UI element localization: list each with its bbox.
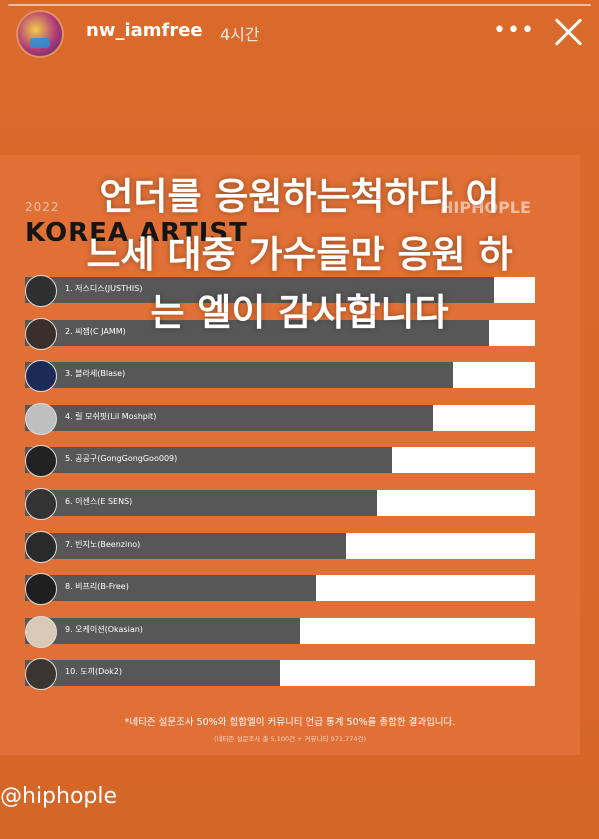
avatar[interactable] xyxy=(18,12,62,56)
artist-avatar xyxy=(25,573,57,606)
brand-logo: HIPHOPLE xyxy=(440,198,531,217)
story-header: nw_iamfree 4시간 ••• xyxy=(0,0,599,64)
bar-label: 2. 씨잼(C JAMM) xyxy=(65,326,126,336)
bar-label: 5. 공공구(GongGongGoo009) xyxy=(65,454,178,464)
bar-fill xyxy=(25,575,316,602)
chart-bar: 9. 오케이션(Okasian) xyxy=(25,615,535,648)
overlay-line: 는 엘이 감사합니다 xyxy=(150,291,449,334)
artist-avatar xyxy=(25,658,57,691)
bar-fill xyxy=(25,660,280,687)
bar-fill xyxy=(25,447,393,474)
chart-bar: 6. 이센스(E SENS) xyxy=(25,488,535,520)
bar-label: 8. 비프리(B-Free) xyxy=(65,582,129,592)
chart-bar: 2. 씨잼(C JAMM) xyxy=(25,317,535,350)
year-caption: 2022 xyxy=(25,200,60,214)
story-progress-bar xyxy=(8,4,591,6)
more-dots-icon[interactable]: ••• xyxy=(493,18,535,43)
footnote: *네티즌 설문조사 50%와 힙합엘이 커뮤니티 언급 통계 50%를 총합한 … xyxy=(124,717,456,728)
chart-bar: 8. 비프리(B-Free) xyxy=(25,573,535,606)
bar-fill xyxy=(25,490,377,516)
bar-label: 9. 오케이션(Okasian) xyxy=(65,624,143,634)
artist-avatar xyxy=(25,615,57,648)
bar-label: 1. 저스디스(JUSTHIS) xyxy=(65,284,143,293)
mention-tag[interactable]: @hiphople xyxy=(0,784,118,809)
artist-avatar xyxy=(25,360,57,393)
artist-avatar xyxy=(25,445,57,478)
bar-fill xyxy=(25,362,454,389)
bar-label: 10. 도끼(Dok2) xyxy=(65,667,123,677)
artist-avatar xyxy=(25,530,57,563)
bar-fill xyxy=(25,404,433,431)
overlay-line: 느세 대중 가수들만 응원 하 xyxy=(86,233,513,276)
overlay-line: 언더를 응원하는척하다 어 xyxy=(99,175,500,218)
chart-title: KOREA ARTIST xyxy=(25,218,248,248)
artist-avatar xyxy=(25,488,57,520)
artist-avatar xyxy=(25,402,57,435)
username[interactable]: nw_iamfree xyxy=(86,20,203,41)
bar-label: 6. 이센스(E SENS) xyxy=(65,497,133,506)
chart-bar: 1. 저스디스(JUSTHIS) xyxy=(25,275,535,307)
bar-fill xyxy=(25,532,347,559)
artist-avatar xyxy=(25,317,57,350)
close-icon[interactable] xyxy=(550,14,586,50)
bar-label: 3. 블라세(Blase) xyxy=(65,369,126,379)
story-text-overlay: 언더를 응원하는척하다 어 느세 대중 가수들만 응원 하 는 엘이 감사합니다 xyxy=(0,168,599,342)
chart-bar: 7. 빈지노(Beenzino) xyxy=(25,530,535,563)
bar-fill xyxy=(25,277,495,303)
bar-label: 4. 릴 모쉬핏(Lil Moshpit) xyxy=(65,411,157,421)
bar-label: 7. 빈지노(Beenzino) xyxy=(65,539,141,549)
artist-avatar xyxy=(25,275,57,307)
bar-fill xyxy=(25,319,490,346)
subnote: (네티즌 설문조사 총 5,100건 + 커뮤니티 971,774건) xyxy=(213,735,367,743)
chart-bar: 5. 공공구(GongGongGoo009) xyxy=(25,445,535,478)
post-time: 4시간 xyxy=(220,25,260,44)
chart-bar: 10. 도끼(Dok2) xyxy=(25,658,535,691)
bar-fill xyxy=(25,617,301,644)
chart-bar: 3. 블라세(Blase) xyxy=(25,360,535,393)
chart-bar: 4. 릴 모쉬핏(Lil Moshpit) xyxy=(25,402,535,435)
